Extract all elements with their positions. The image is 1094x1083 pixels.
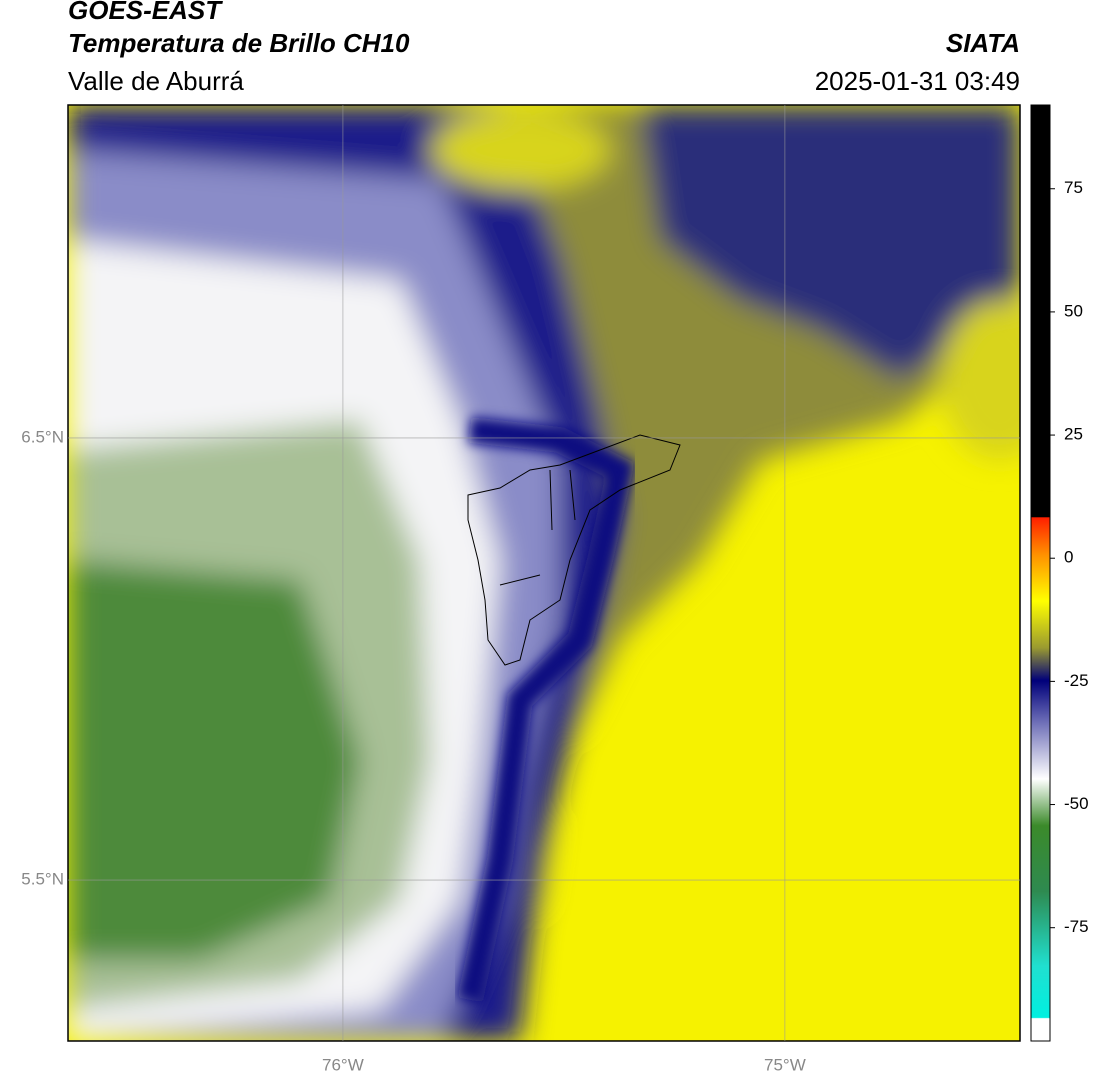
lon-label: 76°W <box>322 1055 364 1074</box>
satellite-image <box>68 105 1020 1041</box>
colorbar-tick-label: 75 <box>1064 178 1083 197</box>
datetime: 2025-01-31 03:49 <box>815 66 1020 96</box>
title: GOES-EAST <box>68 0 223 25</box>
lat-label: 5.5°N <box>21 870 64 889</box>
lon-label: 75°W <box>764 1055 806 1074</box>
subtitle: Temperatura de Brillo CH10 <box>68 28 410 58</box>
region: Valle de Aburrá <box>68 66 244 96</box>
colorbar <box>1030 104 1051 1042</box>
colorbar-tick-label: 50 <box>1064 301 1083 320</box>
lat-label: 6.5°N <box>21 427 64 446</box>
source: SIATA <box>946 28 1020 58</box>
colorbar-tick-label: -25 <box>1064 671 1089 690</box>
colorbar-tick-label: -50 <box>1064 794 1089 813</box>
colorbar-tick-label: 0 <box>1064 548 1073 567</box>
map-frame <box>67 104 1021 1042</box>
colorbar-tick-label: -75 <box>1064 917 1089 936</box>
colorbar-tick-label: 25 <box>1064 425 1083 444</box>
